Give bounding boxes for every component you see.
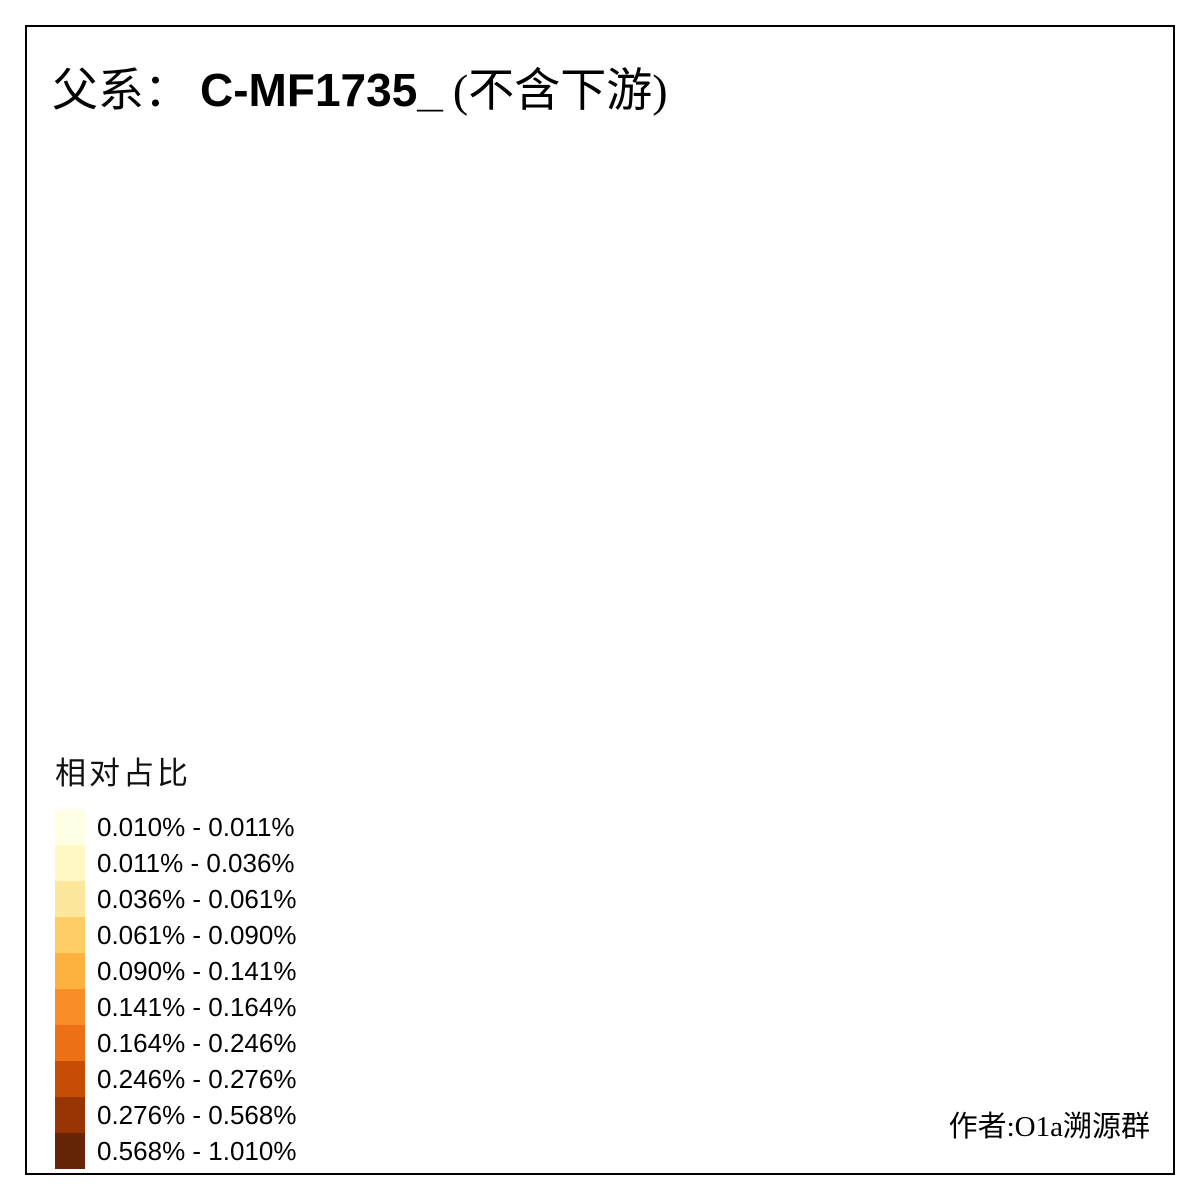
legend-swatch: [55, 917, 85, 953]
legend-row: 0.246% - 0.276%: [55, 1061, 296, 1097]
legend-swatch: [55, 881, 85, 917]
legend-row: 0.011% - 0.036%: [55, 845, 296, 881]
legend-swatch: [55, 845, 85, 881]
legend-swatch: [55, 989, 85, 1025]
legend-row: 0.010% - 0.011%: [55, 809, 296, 845]
author-credit: 作者:O1a溯源群: [948, 1111, 1150, 1143]
legend-swatch: [55, 1025, 85, 1061]
legend-swatch: [55, 1097, 85, 1133]
legend-label: 0.141% - 0.164%: [97, 992, 297, 1022]
legend: 相对占比 0.010% - 0.011% 0.011% - 0.036% 0.0…: [55, 748, 296, 1169]
legend-label: 0.568% - 1.010%: [97, 1136, 297, 1166]
legend-label: 0.276% - 0.568%: [97, 1100, 297, 1130]
legend-row: 0.061% - 0.090%: [55, 917, 296, 953]
legend-label: 0.011% - 0.036%: [97, 848, 295, 878]
page-title: 父系： C-MF1735_ (不含下游): [52, 54, 668, 120]
legend-row: 0.090% - 0.141%: [55, 953, 296, 989]
legend-title: 相对占比: [55, 756, 191, 791]
legend-swatch: [55, 1133, 85, 1169]
title-haplogroup-prefix: 父系：: [52, 65, 190, 116]
legend-label: 0.246% - 0.276%: [97, 1064, 297, 1094]
legend-swatch: [55, 953, 85, 989]
legend-row: 0.164% - 0.246%: [55, 1025, 296, 1061]
legend-label: 0.061% - 0.090%: [97, 920, 297, 950]
legend-rows: 0.010% - 0.011% 0.011% - 0.036% 0.036% -…: [55, 809, 296, 1169]
legend-swatch: [55, 1061, 85, 1097]
legend-row: 0.276% - 0.568%: [55, 1097, 296, 1133]
title-haplogroup-code: C-MF1735_: [200, 64, 443, 116]
legend-label: 0.164% - 0.246%: [97, 1028, 297, 1058]
legend-label: 0.036% - 0.061%: [97, 884, 297, 914]
legend-label: 0.090% - 0.141%: [97, 956, 297, 986]
legend-row: 0.036% - 0.061%: [55, 881, 296, 917]
title-haplogroup-suffix: (不含下游): [452, 65, 668, 116]
legend-swatch: [55, 809, 85, 845]
legend-label: 0.010% - 0.011%: [97, 812, 295, 842]
plot-frame: [25, 25, 1175, 1175]
legend-row: 0.568% - 1.010%: [55, 1133, 296, 1169]
legend-row: 0.141% - 0.164%: [55, 989, 296, 1025]
